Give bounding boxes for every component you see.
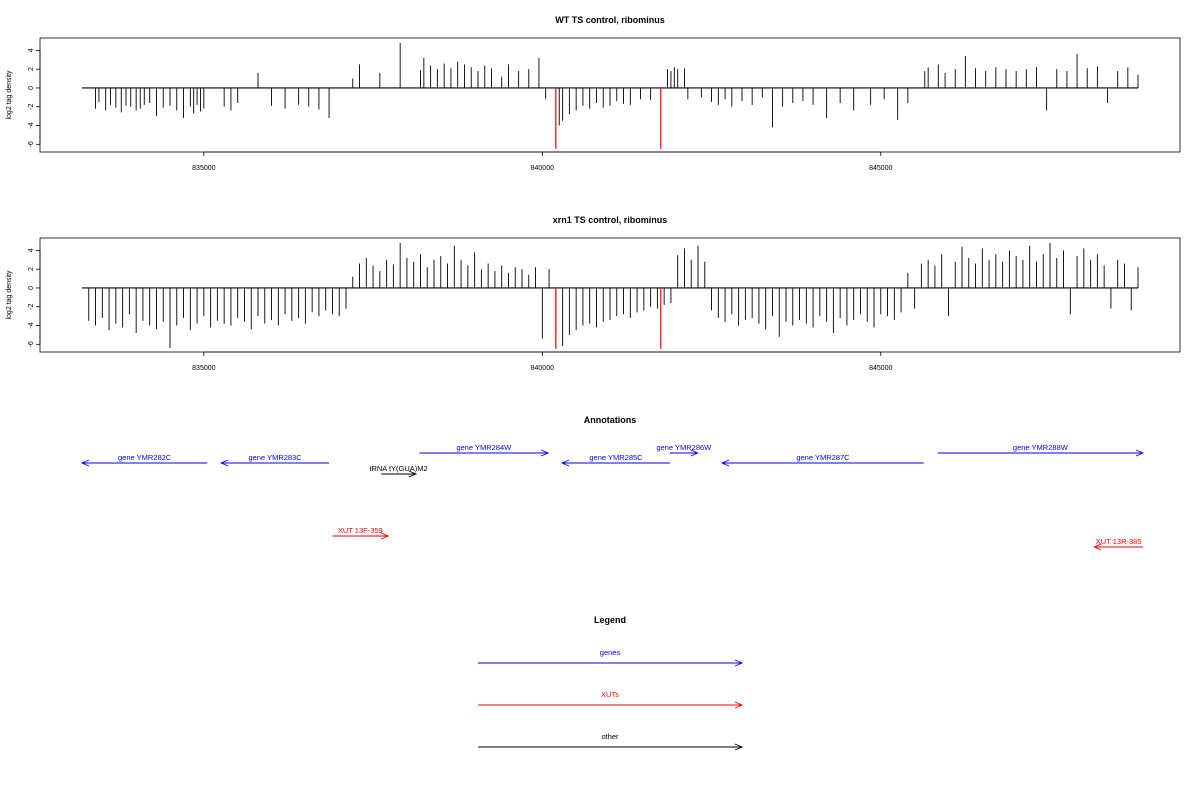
annotation-label: gene YMR287C: [796, 453, 850, 462]
bars-xrn1: [82, 242, 1139, 349]
y-axis-xrn1: 4 2 0 -2 -4 -6: [28, 248, 41, 347]
annotation-label: gene YMR286W: [656, 443, 712, 452]
x-tick-label: 845000: [869, 165, 892, 172]
arrow-head: [734, 659, 744, 667]
y-tick-label: 4: [28, 48, 35, 52]
legend-item: genes: [478, 648, 744, 667]
annotation-items: gene YMR282C gene YMR283C tRNA tY(GUA)M2 ge…: [80, 443, 1145, 551]
arrow-head: [560, 459, 570, 467]
arrow-head: [1093, 543, 1102, 551]
y-tick-label: 2: [28, 267, 35, 271]
legend-item: other: [478, 732, 744, 751]
annotation-feature: gene YMR285C: [560, 453, 670, 467]
legend-item: XUTs: [478, 690, 744, 709]
y-tick-label: 4: [28, 248, 35, 252]
arrow-head: [1135, 449, 1145, 457]
annotation-label: gene YMR288W: [1013, 443, 1069, 452]
annotation-feature: gene YMR286W: [656, 443, 712, 457]
arrow-head: [734, 743, 744, 751]
x-axis-wt: 835000 840000 845000: [192, 151, 893, 172]
legend: Legend genes XUTs other: [478, 615, 744, 751]
panel-xrn1: xrn1 TS control, ribominus 4 2 0 -2 -4 -6 835…: [6, 215, 1181, 372]
y-tick-label: 0: [28, 286, 35, 290]
annotation-feature: gene YMR287C: [720, 453, 924, 467]
legend-label: other: [601, 732, 619, 741]
annotation-feature: gene YMR283C: [220, 453, 329, 467]
annotation-label: XUT 13R-385: [1096, 537, 1142, 546]
annotation-feature: gene YMR282C: [80, 453, 208, 467]
annotation-label: gene YMR283C: [248, 453, 302, 462]
annotations-title: Annotations: [584, 415, 637, 425]
annotation-feature: XUT 13F-359: [332, 526, 390, 540]
y-axis-wt: 4 2 0 -2 -4 -6: [28, 48, 41, 147]
annotation-label: gene YMR282C: [118, 453, 172, 462]
x-tick-label: 835000: [192, 165, 215, 172]
arrow-head: [408, 470, 418, 478]
y-axis-label-xrn1: log2 tag density: [6, 270, 13, 320]
panel-title-wt: WT TS control, ribominus: [555, 15, 665, 25]
arrow-head: [220, 459, 229, 467]
annotation-feature: gene YMR284W: [419, 443, 550, 457]
arrow-head: [380, 532, 390, 540]
x-tick-label: 840000: [531, 365, 554, 372]
x-axis-xrn1: 835000 840000 845000: [192, 351, 893, 372]
arrow-head: [720, 459, 730, 467]
bars-wt: [82, 42, 1139, 149]
annotation-label: gene YMR284W: [456, 443, 512, 452]
legend-label: XUTs: [601, 690, 619, 699]
panel-wt: WT TS control, ribominus 4 2 0 -2 -4 -6 83500…: [6, 15, 1181, 172]
y-tick-label: 0: [28, 86, 35, 90]
y-axis-label-wt: log2 tag density: [6, 70, 13, 120]
panel-title-xrn1: xrn1 TS control, ribominus: [553, 215, 668, 225]
y-tick-label: -4: [28, 122, 35, 128]
annotation-feature: gene YMR288W: [937, 443, 1145, 457]
legend-title: Legend: [594, 615, 626, 625]
arrow-head: [690, 449, 699, 457]
x-tick-label: 845000: [869, 365, 892, 372]
annotation-feature: tRNA tY(GUA)M2: [369, 464, 428, 478]
y-tick-label: -6: [28, 341, 35, 347]
y-tick-label: -6: [28, 141, 35, 147]
arrow-head: [540, 449, 550, 457]
legend-label: genes: [600, 648, 621, 657]
y-tick-label: -2: [28, 304, 35, 310]
arrow-head: [734, 701, 744, 709]
annotation-label: gene YMR285C: [589, 453, 643, 462]
y-tick-label: 2: [28, 67, 35, 71]
annotations-panel: Annotations gene YMR282C gene YMR283C tRNA…: [80, 415, 1145, 551]
legend-items: genes XUTs other: [478, 648, 744, 751]
annotation-label: tRNA tY(GUA)M2: [369, 464, 427, 473]
annotation-feature: XUT 13R-385: [1093, 537, 1143, 551]
y-tick-label: -4: [28, 322, 35, 328]
y-tick-label: -2: [28, 104, 35, 110]
arrow-head: [80, 459, 90, 467]
x-tick-label: 835000: [192, 365, 215, 372]
x-tick-label: 840000: [531, 165, 554, 172]
annotation-label: XUT 13F-359: [338, 526, 383, 535]
